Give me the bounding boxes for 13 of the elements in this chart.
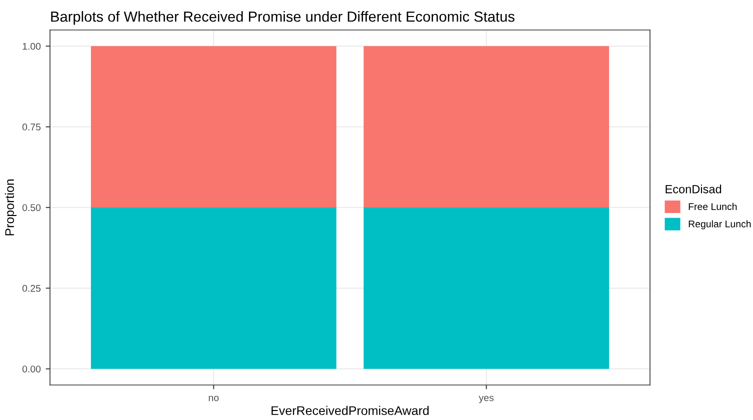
legend-label: Free Lunch	[688, 202, 737, 210]
y-tick-label: 0.25	[22, 284, 41, 292]
y-axis-title: Proportion	[4, 179, 16, 236]
legend-label: Regular Lunch	[688, 220, 751, 230]
x-axis-title: EverReceivedPromiseAward	[272, 406, 429, 416]
x-tick-label: no	[208, 396, 219, 402]
y-tick-label: 1.00	[22, 42, 41, 50]
chart-title: Barplots of Whether Received Promise under Different Economic Status	[51, 11, 514, 25]
y-tick-label: 0.00	[22, 366, 41, 372]
x-tick-label: yes	[478, 396, 494, 404]
y-tick-label: 0.75	[22, 124, 41, 130]
legend-title: EconDisad	[666, 184, 722, 194]
y-tick-label: 0.50	[22, 204, 41, 212]
